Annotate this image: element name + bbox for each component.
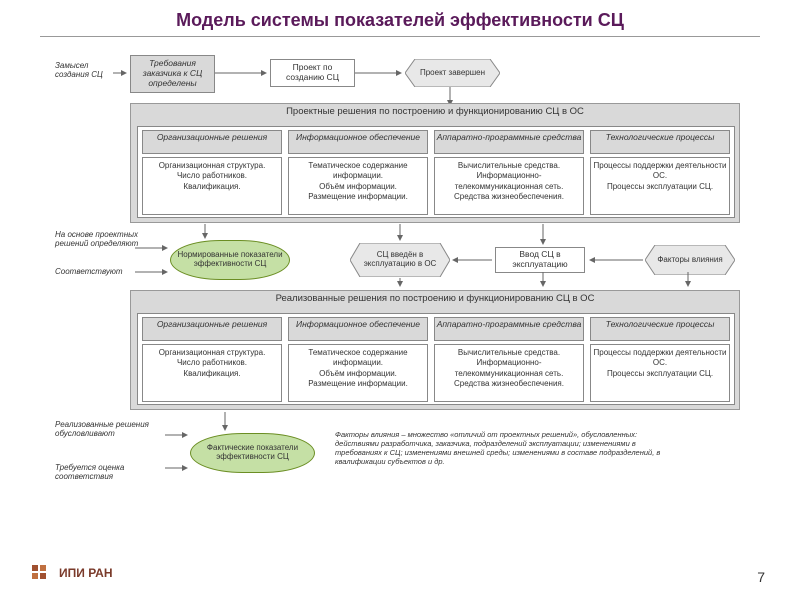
col4b: Процессы поддержки деятельности ОС. Проц…	[590, 157, 730, 215]
frame2-header: Реализованные решения по построению и фу…	[131, 291, 739, 309]
hex-commissioned: СЦ введён в эксплуатацию в ОС	[350, 243, 450, 277]
f2c1h: Организационные решения	[142, 317, 282, 341]
cloud-actual: Фактические показатели эффективности СЦ	[190, 433, 315, 473]
col2h: Информационное обеспечение	[288, 130, 428, 154]
note-based-on: На основе проектных решений определяют	[55, 230, 140, 248]
hex-project-done-label: Проект завершен	[415, 59, 490, 87]
title-divider	[40, 36, 760, 37]
box-requirements: Требования заказчика к СЦ определены	[130, 55, 215, 93]
col1b: Организационная структура. Число работни…	[142, 157, 282, 215]
hex-project-done: Проект завершен	[405, 59, 500, 87]
note-correspond: Соответствуют	[55, 267, 140, 276]
hex-commissioned-label: СЦ введён в эксплуатацию в ОС	[360, 243, 440, 277]
footnote-factors: Факторы влияния – множество «отличий от …	[335, 430, 665, 466]
logo-icon	[30, 561, 54, 585]
col3b: Вычислительные средства. Информационно-т…	[434, 157, 584, 215]
col2b: Тематическое содержание информации. Объё…	[288, 157, 428, 215]
col3h: Аппаратно-программные средства	[434, 130, 584, 154]
hex-factors-label: Факторы влияния	[655, 245, 725, 275]
flowchart-diagram: Замысел создания СЦ Требования заказчика…	[75, 55, 745, 545]
f2c2h: Информационное обеспечение	[288, 317, 428, 341]
page-title: Модель системы показателей эффективности…	[0, 0, 800, 36]
f2c3h: Аппаратно-программные средства	[434, 317, 584, 341]
f2c4h: Технологические процессы	[590, 317, 730, 341]
col4h: Технологические процессы	[590, 130, 730, 154]
frame2-panel: Организационные решения Информационное о…	[137, 313, 735, 405]
frame-project-decisions: Проектные решения по построению и функци…	[130, 103, 740, 223]
logo: ИПИ РАН	[30, 561, 113, 585]
page-number: 7	[757, 569, 765, 585]
f2c2b: Тематическое содержание информации. Объё…	[288, 344, 428, 402]
frame1-panel: Организационные решения Информационное о…	[137, 126, 735, 218]
frame-realized-decisions: Реализованные решения по построению и фу…	[130, 290, 740, 410]
hex-factors: Факторы влияния	[645, 245, 735, 275]
note-realized: Реализованные решения обусловливают	[55, 420, 175, 438]
frame1-header: Проектные решения по построению и функци…	[131, 104, 739, 122]
box-project: Проект по созданию СЦ	[270, 59, 355, 87]
cloud-normed: Нормированные показатели эффективности С…	[170, 240, 290, 280]
f2c1b: Организационная структура. Число работни…	[142, 344, 282, 402]
box-commission: Ввод СЦ в эксплуатацию	[495, 247, 585, 273]
f2c4b: Процессы поддержки деятельности ОС. Проц…	[590, 344, 730, 402]
note-required: Требуется оценка соответствия	[55, 463, 165, 481]
start-label: Замысел создания СЦ	[55, 61, 115, 79]
col1h: Организационные решения	[142, 130, 282, 154]
f2c3b: Вычислительные средства. Информационно-т…	[434, 344, 584, 402]
logo-text: ИПИ РАН	[59, 566, 113, 580]
